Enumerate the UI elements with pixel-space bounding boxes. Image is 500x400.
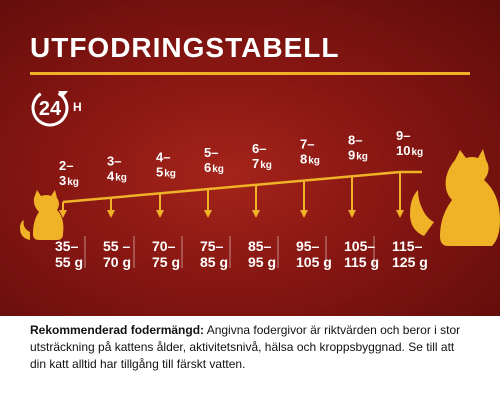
portion-range-start: 70– [152,238,176,254]
portion-range-end: 55 g [55,254,83,270]
portion-range-start: 75– [200,238,224,254]
title-underline [30,72,470,75]
weight-range-start: 3– [107,154,121,169]
connector-lines [59,170,422,218]
footer-panel [0,316,500,400]
weight-range-end: 8kg [300,152,320,167]
portion-range-end: 95 g [248,254,276,270]
weight-arrow-head [252,210,260,218]
portion-range-start: 115– [392,238,423,254]
weight-arrow-head [348,210,356,218]
portion-range-start: 55 – [103,238,130,254]
badge-number: 24 [39,98,62,120]
weight-range-end: 10kg [396,143,423,158]
portion-labels: 35–55 g55 –70 g70–75 g75–85 g85–95 g95–1… [55,236,428,270]
weight-labels: 2–3kg 3–4kg 4–5kg 5–6kg 6–7kg 7–8kg 8–9kg 9–10k… [59,128,423,188]
weight-arrow-head [204,210,212,218]
weight-range-start: 4– [156,149,170,164]
weight-range-end: 6kg [204,160,224,175]
portion-range-start: 105– [344,238,375,254]
portion-range-end: 85 g [200,254,228,270]
weight-arrow-head [300,210,308,218]
portion-range-end: 75 g [152,254,180,270]
note-text: Angivna fodergivor är riktvärden och ber… [30,323,461,371]
portion-range-end: 105 g [296,254,332,270]
badge-unit: H [73,100,82,114]
feeding-chart-panel [0,0,500,316]
weight-range-start: 8– [348,132,362,147]
cat-silhouette-large-icon [410,149,500,246]
portion-range-start: 85– [248,238,272,254]
portion-range-start: 35– [55,238,79,254]
portion-range-start: 95– [296,238,320,254]
weight-arrow-head [107,210,115,218]
weight-range-end: 3kg [59,173,79,188]
weight-range-start: 7– [300,137,314,152]
24-hour-clock-icon: 24 H [31,89,82,127]
note-label: Rekommenderad fodermängd: [30,323,205,337]
weight-arrow-head [396,210,404,218]
weight-arrow-head [59,210,67,218]
weight-range-start: 6– [252,141,266,156]
weight-range-end: 7kg [252,156,272,171]
portion-range-end: 115 g [344,254,379,270]
weight-range-end: 9kg [348,147,368,162]
weight-range-start: 9– [396,128,410,143]
cat-silhouette-small-icon [20,190,64,240]
weight-range-start: 5– [204,145,218,160]
feeding-note: Rekommenderad fodermängd: Angivna foderg… [30,322,470,373]
weight-arrow-head [156,210,164,218]
weight-range-end: 5kg [156,164,176,179]
portion-range-end: 70 g [103,254,131,270]
feeding-diagram: 2–3kg 3–4kg 4–5kg 5–6kg 6–7kg 7–8kg 8–9kg 9–10k… [20,128,500,270]
weight-range-start: 2– [59,158,73,173]
page-title: UTFODRINGSTABELL [30,32,340,63]
rising-connector-line [62,170,401,204]
portion-range-end: 125 g [392,254,428,270]
weight-range-end: 4kg [107,169,127,184]
